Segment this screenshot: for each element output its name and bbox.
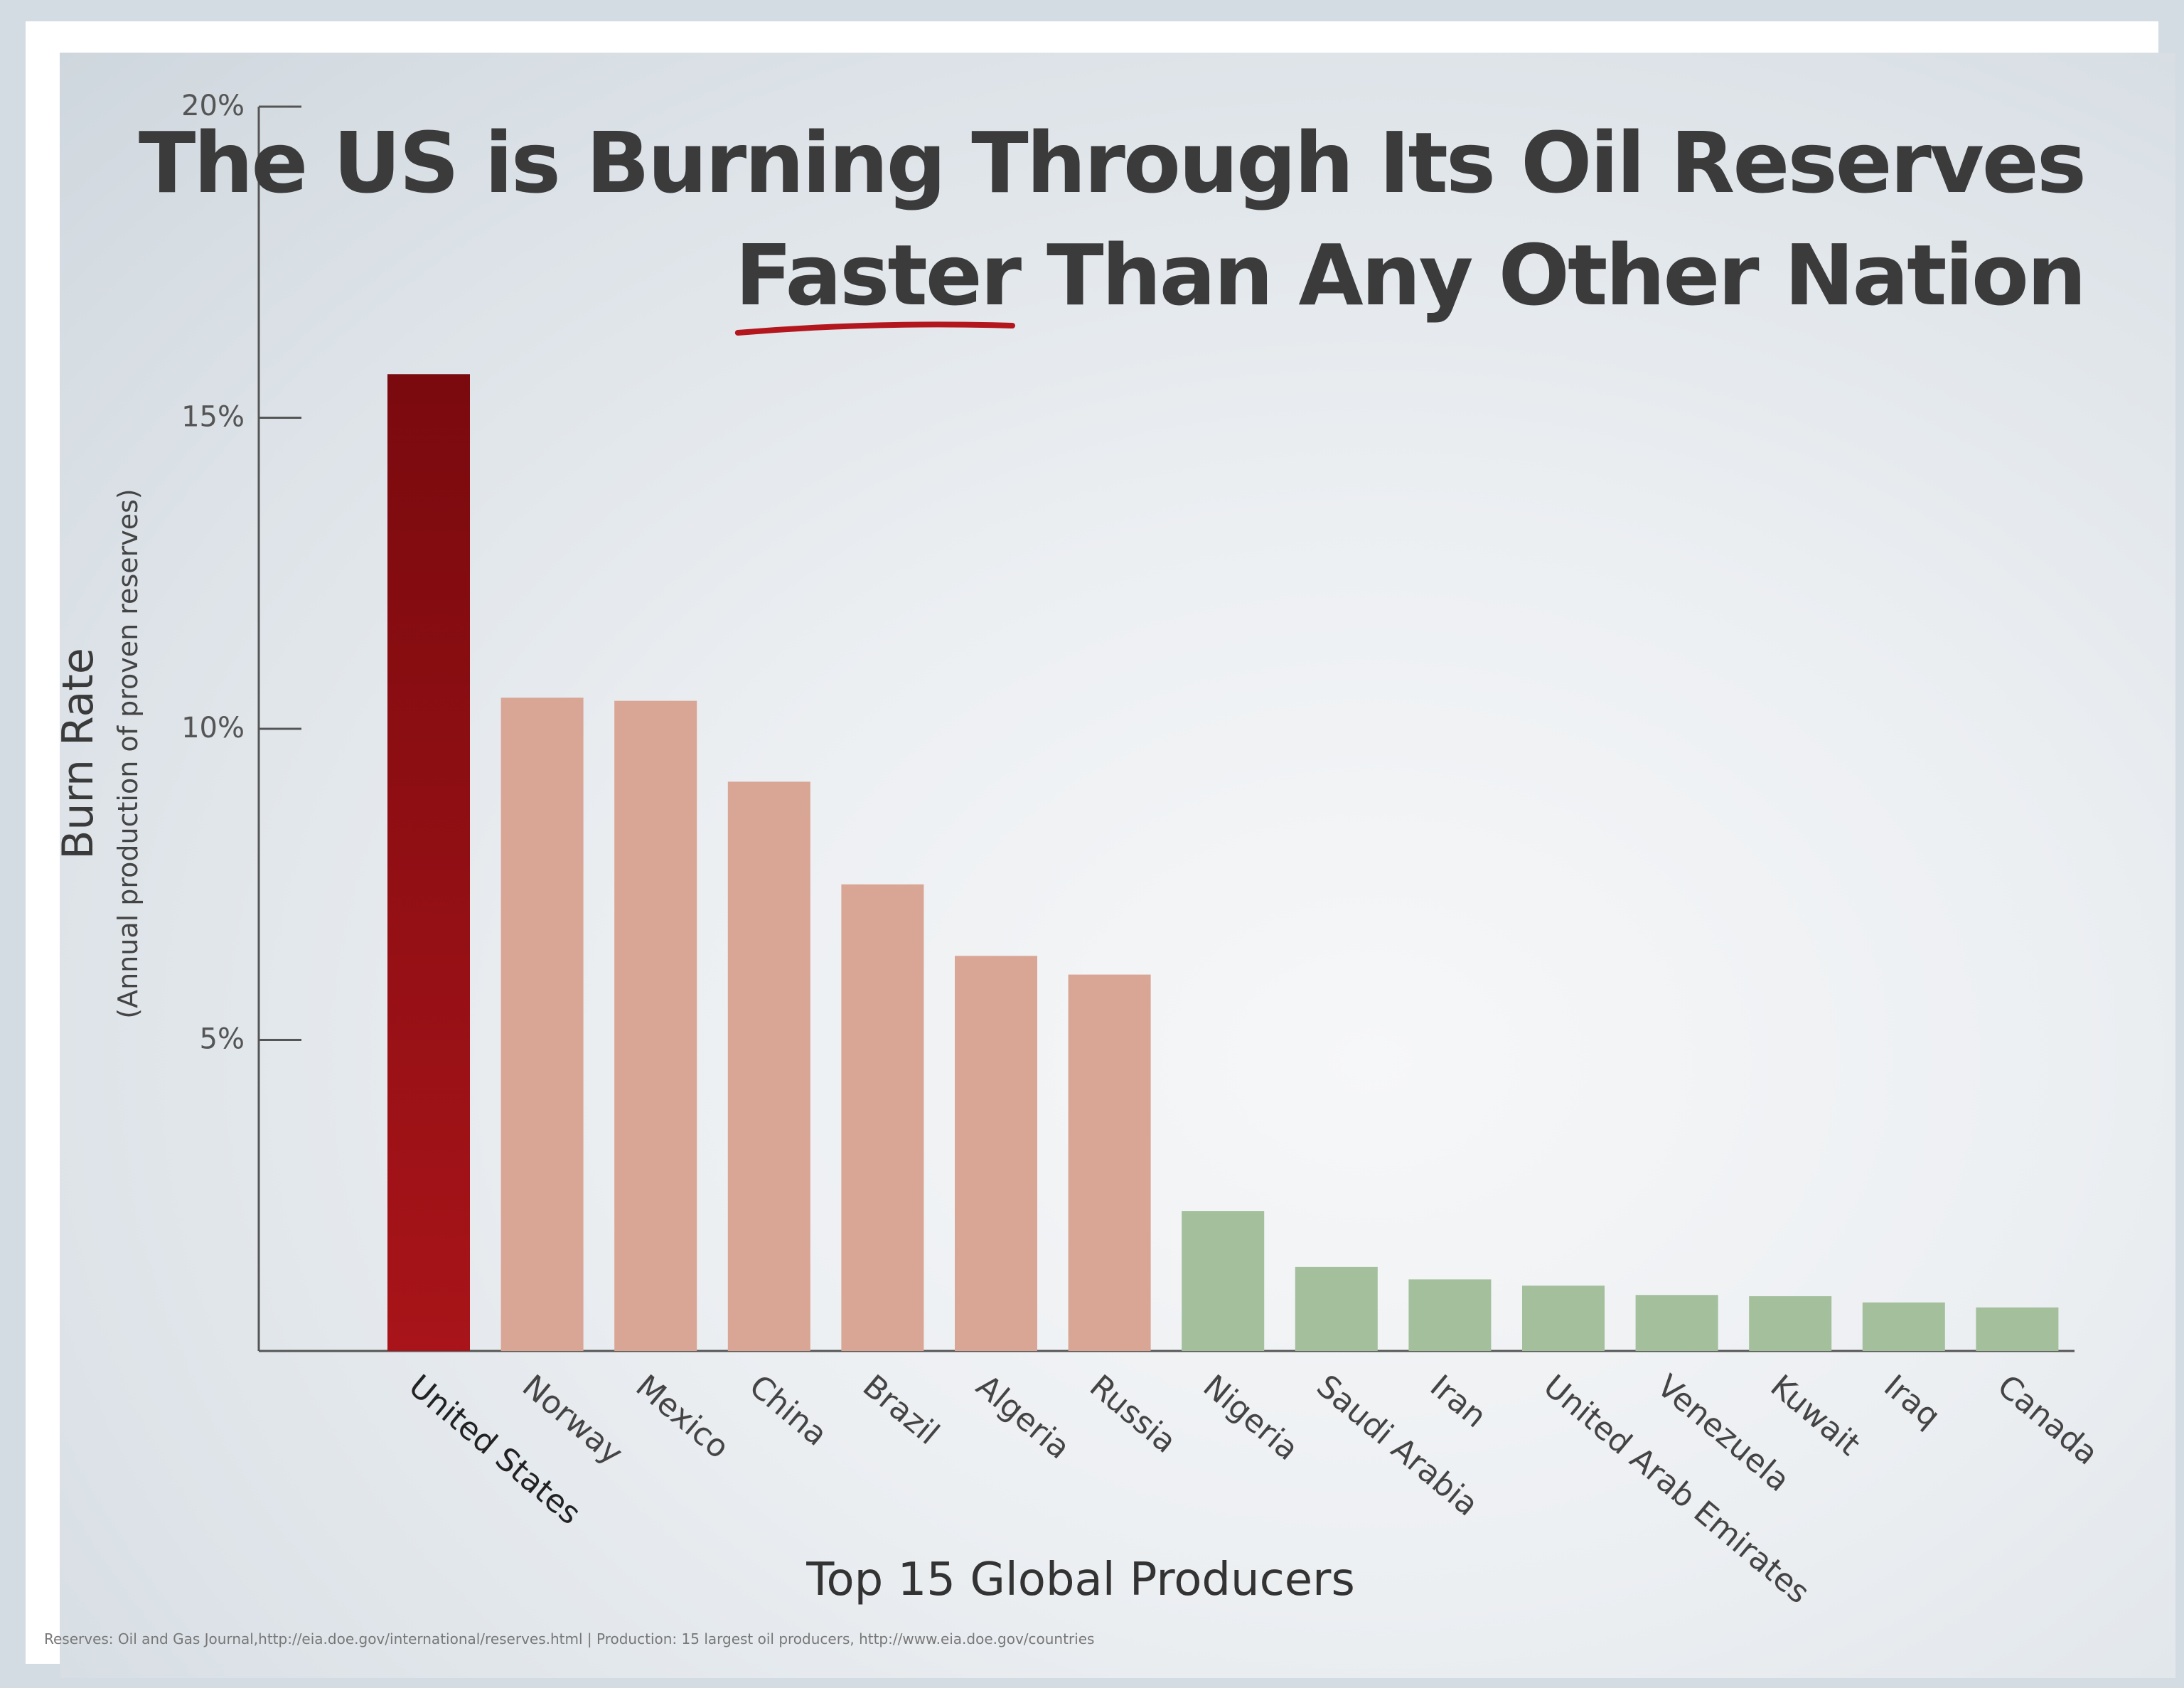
x-tick-label: Algeria	[969, 1368, 1076, 1466]
y-tick-label: 5%	[200, 1023, 245, 1056]
x-tick-label: Iraq	[1877, 1368, 1947, 1435]
x-tick-label: Russia	[1083, 1368, 1183, 1460]
chart-title-emphasis: Faster	[734, 226, 1022, 324]
x-tick-label: Iran	[1423, 1368, 1494, 1435]
x-tick-label: Kuwait	[1764, 1368, 1867, 1463]
bar-canada	[1976, 1307, 2059, 1351]
title-underline-stroke	[734, 321, 1016, 336]
y-tick-label: 15%	[181, 401, 245, 434]
x-tick-label: Canada	[1991, 1368, 2105, 1473]
bar-united-states	[387, 374, 470, 1351]
chart-title-rest: Than Any Other Nation	[1019, 226, 2087, 324]
bars	[387, 374, 2059, 1351]
y-tick-label: 20%	[181, 90, 245, 122]
x-tick-label: Nigeria	[1197, 1368, 1305, 1468]
bar-brazil	[841, 884, 924, 1351]
y-tick-label: 10%	[181, 712, 245, 744]
x-tick-label: Brazil	[856, 1368, 946, 1452]
bar-algeria	[955, 956, 1037, 1351]
bar-russia	[1068, 974, 1151, 1351]
x-tick-label: Mexico	[629, 1368, 736, 1466]
bar-iran	[1408, 1279, 1492, 1351]
chart-panel-border	[26, 21, 2175, 1678]
title-underline	[734, 321, 1016, 336]
x-tick-label: China	[742, 1368, 834, 1453]
bar-china	[727, 781, 810, 1351]
chart-title-line-1: The US is Burning Through Its Oil Reserv…	[138, 114, 2087, 212]
x-axis-label: Top 15 Global Producers	[806, 1554, 1355, 1606]
bar-mexico	[614, 700, 697, 1351]
bar-venezuela	[1635, 1295, 1718, 1351]
bar-nigeria	[1182, 1211, 1265, 1351]
bar-united-arab-emirates	[1522, 1286, 1605, 1351]
y-axis-label: Burn Rate	[53, 648, 103, 860]
y-axis-sublabel: (Annual production of proven reserves)	[112, 488, 144, 1019]
y-tick-labels: 20% 15% 10% 5%	[181, 90, 245, 1056]
chart-title-line-2: Faster Than Any Other Nation	[734, 226, 2087, 324]
bar-norway	[500, 698, 584, 1351]
x-tick-label: Norway	[515, 1368, 630, 1472]
source-note: Reserves: Oil and Gas Journal,http://eia…	[44, 1630, 1095, 1647]
bar-saudi-arabia	[1295, 1266, 1378, 1351]
bar-iraq	[1862, 1302, 1945, 1351]
bar-kuwait	[1749, 1296, 1832, 1351]
